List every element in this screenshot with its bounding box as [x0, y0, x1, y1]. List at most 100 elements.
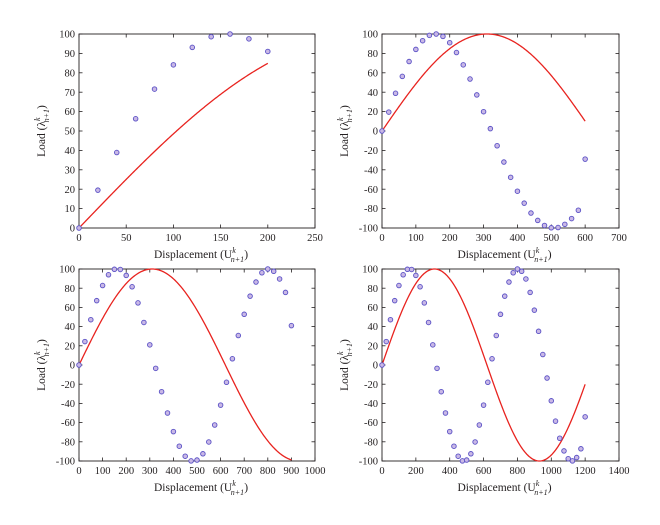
y-tick-label: 40 [65, 146, 76, 157]
x-tick-label: 100 [408, 233, 424, 244]
data-point [164, 410, 171, 416]
data-point [527, 289, 533, 296]
data-point [541, 222, 548, 229]
data-point [413, 46, 419, 53]
data-point [582, 414, 588, 420]
data-point [129, 284, 135, 290]
data-point [489, 356, 495, 362]
data-point [223, 379, 230, 386]
data-point [406, 58, 412, 65]
data-point [518, 268, 525, 275]
y-tick-label: 40 [368, 322, 379, 333]
y-tick-label: 40 [65, 322, 76, 333]
data-point [135, 300, 141, 306]
data-point [548, 398, 555, 404]
data-point [265, 48, 271, 55]
data-point [211, 422, 218, 428]
data-point [399, 73, 406, 80]
data-point [387, 316, 394, 323]
data-point [123, 272, 129, 279]
data-point [446, 428, 453, 435]
chart-panel-2: 0 100 200 300 400 500 600 700 -100 -80 -60 -40 -20 0 2… [336, 30, 627, 264]
data-point [451, 443, 457, 449]
y-tick-label: 10 [65, 204, 76, 215]
data-point [534, 217, 541, 224]
data-point [105, 272, 112, 278]
plot-frame [381, 268, 620, 462]
y-tick-label: 100 [362, 30, 378, 41]
data-point [132, 116, 139, 122]
data-point [544, 375, 550, 381]
data-point [99, 282, 106, 289]
data-point [189, 44, 196, 51]
y-tick-label: 0 [373, 361, 378, 372]
data-point [493, 332, 500, 339]
data-point [474, 92, 480, 98]
y-tick-label: -60 [364, 185, 378, 196]
data-point [523, 276, 529, 282]
data-point [383, 338, 389, 345]
data-point [557, 435, 563, 441]
data-point [392, 90, 399, 97]
data-point [419, 37, 426, 44]
data-point [276, 276, 283, 282]
y-tick-label: -60 [61, 418, 75, 429]
curve-line [381, 33, 586, 132]
y-tick-label: -40 [364, 399, 378, 410]
chart-panel-3: 0 100 200 300 400 500 600 700 800 900 1000-100-80-… [33, 265, 326, 497]
y-tick-label: -40 [61, 399, 75, 410]
data-point [562, 221, 568, 228]
data-point [578, 446, 584, 452]
data-point [229, 356, 236, 362]
x-tick-label: 0 [76, 466, 81, 477]
data-point [510, 269, 516, 276]
x-tick-label: 200 [260, 233, 276, 244]
x-tick-label: 300 [142, 466, 158, 477]
y-tick-label: 20 [65, 185, 76, 196]
x-tick-label: 0 [379, 466, 384, 477]
y-tick-label: 40 [368, 88, 379, 99]
data-point [259, 269, 265, 276]
plot-frame [78, 33, 316, 229]
data-point [472, 439, 478, 445]
x-axis-label: Displacement (Uk n+1) [154, 246, 248, 264]
data-point [555, 224, 561, 231]
data-point [514, 266, 521, 272]
data-point [408, 266, 415, 273]
data-point [446, 39, 453, 46]
data-point [82, 338, 88, 345]
data-point [433, 31, 439, 37]
data-point [158, 388, 165, 395]
x-tick-label: 700 [611, 233, 627, 244]
y-tick-label: -40 [364, 165, 378, 176]
data-point [396, 282, 402, 289]
data-point [507, 174, 514, 181]
data-point [95, 187, 101, 193]
x-tick-label: 500 [543, 233, 559, 244]
x-tick-label: 0 [379, 233, 384, 244]
data-point [182, 453, 188, 459]
y-tick-label: -20 [61, 380, 75, 391]
data-point [227, 31, 233, 37]
y-tick-label: 80 [65, 284, 76, 295]
y-tick-label: 20 [368, 341, 379, 352]
data-point [575, 207, 582, 213]
y-tick-label: 60 [368, 68, 379, 79]
data-point [425, 319, 432, 326]
data-point [246, 36, 252, 42]
x-tick-label: 1200 [575, 466, 596, 477]
data-point [582, 156, 588, 162]
data-point [421, 300, 428, 306]
x-tick-label: 1400 [609, 466, 630, 477]
data-point [430, 342, 436, 348]
x-tick-label: 1000 [541, 466, 562, 477]
data-point [561, 448, 567, 454]
y-tick-label: 20 [65, 341, 76, 352]
y-tick-label: -100 [359, 224, 378, 235]
data-point [531, 307, 538, 313]
x-tick-label: 500 [189, 466, 205, 477]
data-point [111, 266, 118, 273]
y-tick-label: 100 [59, 265, 75, 276]
x-axis-label: Displacement (Uk n+1) [457, 479, 551, 497]
data-point [76, 225, 82, 231]
